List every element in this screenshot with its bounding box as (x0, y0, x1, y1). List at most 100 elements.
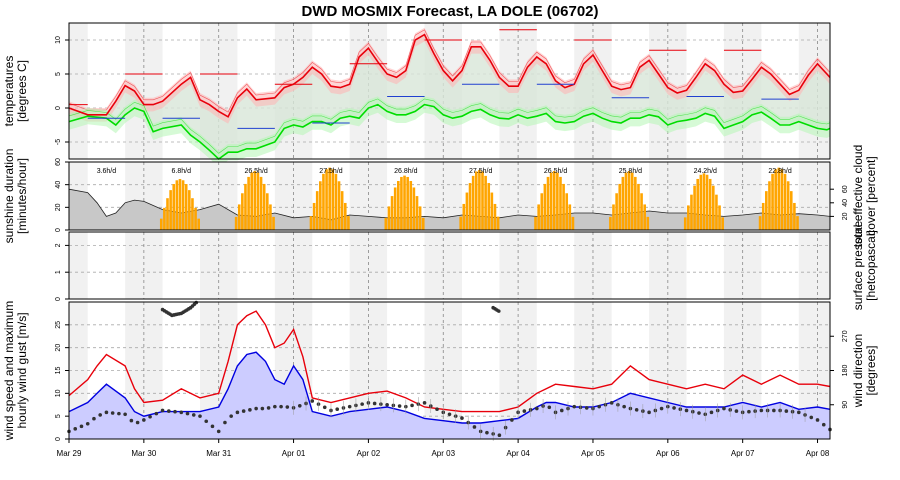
wind-direction-point (260, 406, 265, 411)
sunshine-bar (540, 193, 544, 230)
x-tick-label: Apr 05 (581, 449, 605, 458)
wind-direction-point (135, 420, 140, 425)
sunshine-bar (696, 178, 700, 230)
wind-direction-point (435, 407, 439, 411)
wind-direction-point (815, 418, 820, 422)
wind-direction-point (809, 415, 814, 420)
wind-direction-point (191, 413, 196, 417)
wind-direction-point (634, 408, 639, 412)
sunshine-bar (621, 176, 625, 230)
gust-line (68, 310, 831, 413)
sunshine-bar (256, 172, 260, 230)
wind-direction-point (572, 404, 577, 409)
sunshine-bar (343, 202, 347, 230)
wind-direction-point (229, 414, 233, 418)
sunshine-bar (384, 217, 388, 230)
sunshine-bar (459, 216, 462, 230)
wind-direction-point (485, 430, 489, 435)
sunshine-bar (325, 169, 328, 230)
sunshine-bar (387, 206, 391, 230)
sunshine-bar (789, 191, 793, 230)
wind-direction-point (597, 404, 602, 409)
y-axis-label: hourly wind gust [m/s] (15, 312, 29, 428)
sunshine-bar (334, 173, 338, 230)
x-tick-label: Apr 03 (431, 449, 455, 458)
sunshine-bar (471, 175, 475, 230)
x-tick-label: Apr 01 (282, 449, 306, 458)
direction-tick-label: 270 (842, 330, 849, 342)
sunshine-bar (406, 176, 409, 230)
sunshine-day-total: 6.8h/d (172, 168, 192, 175)
sunshine-bar (643, 204, 646, 230)
temperature-line (68, 33, 831, 118)
wind-direction-point (297, 403, 302, 408)
wind-direction-point (547, 405, 552, 410)
panel-pressure: 0 1 2 surface pressure [hetcopascal] (55, 220, 878, 310)
sunshine-bar (568, 204, 572, 230)
right-axis-label: total effective cloud (851, 145, 865, 248)
cloud-tick-label: 40 (842, 199, 849, 207)
sunshine-bar (612, 204, 615, 230)
sunshine-bar (393, 187, 397, 230)
wind-direction-point (335, 407, 340, 411)
sunshine-bar (194, 207, 197, 230)
sunshine-bar (421, 217, 425, 230)
wind-direction-point (497, 433, 502, 437)
sunshine-bar (315, 191, 319, 230)
wind-direction-point (310, 399, 315, 403)
wind-direction-point (397, 404, 402, 408)
sunshine-bar (478, 169, 481, 230)
x-tick-label: Apr 06 (656, 449, 680, 458)
wind-direction-point (622, 404, 626, 409)
wind-direction-point (697, 411, 701, 415)
y-tick-label: 1 (55, 270, 62, 274)
wind-direction-point (254, 406, 258, 411)
sunshine-bar (468, 183, 472, 230)
sunshine-bar (481, 171, 484, 230)
sunshine-bar (640, 193, 643, 230)
x-tick-label: Mar 31 (206, 449, 231, 458)
y-tick-label: 25 (55, 321, 62, 329)
sunshine-bar (253, 171, 257, 230)
y-tick-label: 0 (55, 228, 62, 232)
sunshine-bar (562, 183, 565, 230)
y-axis-label: wind speed and maximum (2, 301, 16, 441)
wind-direction-point (821, 422, 826, 427)
dewpoint-band (69, 96, 830, 168)
sunshine-bar (627, 171, 631, 230)
sunshine-bar (400, 176, 403, 230)
wind-direction-point (248, 408, 252, 412)
sunshine-bar (266, 193, 269, 230)
sunshine-bar (412, 187, 416, 230)
y-tick-label: 0 (55, 437, 62, 441)
sunshine-bar (534, 216, 537, 230)
wind-direction-point (360, 402, 364, 406)
sunshine-bar (783, 173, 787, 230)
direction-tick-label: 90 (842, 401, 849, 409)
x-tick-label: Mar 30 (131, 449, 156, 458)
wind-direction-point (609, 401, 614, 405)
sunshine-bar (322, 173, 325, 230)
wind-direction-point (584, 406, 589, 410)
wind-direction-point (647, 410, 651, 415)
cloud-tick-label: 60 (842, 185, 849, 193)
wind-direction-point (797, 410, 801, 415)
sunshine-bar (774, 169, 777, 230)
sunshine-bar (163, 207, 166, 230)
wind-direction-point (659, 406, 664, 411)
sunshine-bar (269, 204, 272, 230)
wind-direction-point (179, 410, 184, 415)
x-tick-label: Mar 29 (57, 449, 82, 458)
wind-direction-point (73, 427, 78, 431)
wind-direction-point (410, 403, 414, 408)
sunshine-bar (718, 205, 721, 230)
x-tick-label: Apr 04 (506, 449, 530, 458)
sunshine-bar (699, 174, 703, 230)
right-axis-label: cover [percent] (864, 156, 878, 235)
sunshine-bar (634, 176, 637, 230)
wind-direction-point (117, 411, 121, 416)
sunshine-bar (609, 216, 612, 230)
wind-direction-point (747, 409, 751, 414)
sunshine-bar (615, 193, 618, 230)
